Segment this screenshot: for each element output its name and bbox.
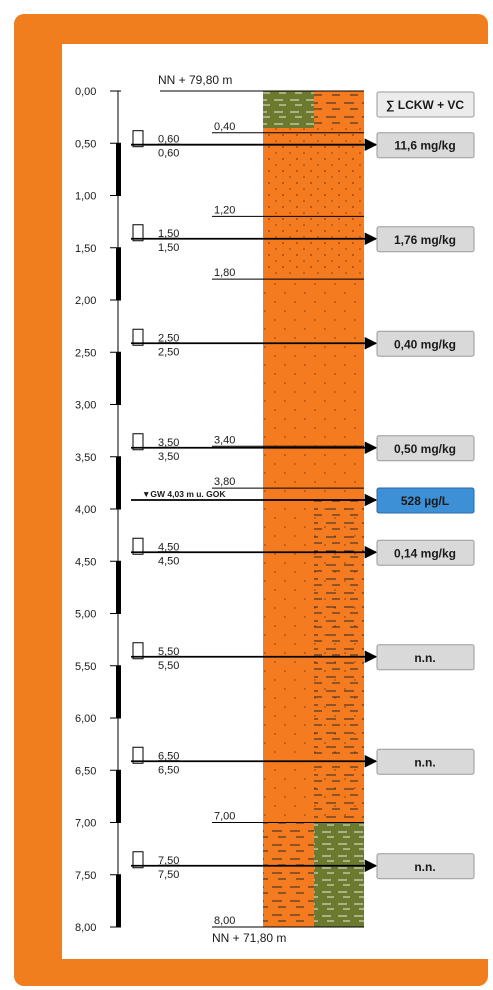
sample-top-depth: 4,50 [158, 541, 179, 553]
layer-boundaries: 0,40 1,20 1,80 3,40 3,80 7,00 8,00 [212, 121, 364, 928]
sample-result-box [376, 330, 475, 357]
sample-marker-icon [132, 328, 144, 346]
silt-pattern-gw [314, 500, 364, 823]
sample-marker-icon [132, 746, 144, 764]
sample-result: n.n. [414, 860, 435, 874]
sample-top-depth: 5,50 [158, 646, 179, 658]
sample-bottom-depth: 4,50 [158, 555, 179, 567]
groundwater-result-box [376, 487, 475, 514]
mixed-pattern-right [314, 91, 364, 128]
layer-boundary-label: 8,00 [214, 915, 235, 927]
topsoil-pattern-bottom [314, 823, 364, 927]
sample-result: 11,6 mg/kg [394, 139, 455, 153]
sample-bottom-depth: 7,50 [158, 869, 179, 881]
sample-result-box [376, 226, 475, 253]
sample-result-box [376, 435, 475, 462]
ruler-segment [116, 352, 121, 405]
groundwater-result: 528 µg/L [401, 494, 449, 508]
depth-tick-label: 2,00 [75, 295, 96, 307]
depth-tick-label: 4,00 [75, 504, 96, 516]
sample-bottom-depth: 6,50 [158, 764, 179, 776]
depth-tick-label: 3,00 [75, 400, 96, 412]
sample-result: 0,50 mg/kg [394, 442, 456, 456]
depth-tick-label: 4,50 [75, 556, 96, 568]
sample-top-depth: 0,60 [158, 134, 179, 146]
ruler-segment [116, 247, 121, 300]
sample-marker-icon [132, 433, 144, 451]
depth-tick-label: 5,50 [75, 661, 96, 673]
silt-pattern-left [263, 823, 314, 927]
sample-result-box [376, 539, 475, 566]
sample-bottom-depth: 1,50 [158, 242, 179, 254]
sample-result: 0,40 mg/kg [394, 337, 456, 351]
depth-tick-label: 3,50 [75, 452, 96, 464]
depth-tick-label: 6,50 [75, 765, 96, 777]
depth-tick-label: 1,50 [75, 243, 96, 255]
depth-tick-label: 6,00 [75, 713, 96, 725]
sample-top-depth: 2,50 [158, 332, 179, 344]
ruler-segment [116, 561, 121, 614]
depth-tick-label: 0,50 [75, 138, 96, 150]
depth-tick-label: 7,00 [75, 818, 96, 830]
sand-pattern-upper [263, 128, 364, 278]
sample-marker-icon [132, 642, 144, 660]
sample-markers: 0,60 0,60 11,6 mg/kg 1,50 1,50 1,76 mg/kg 2,50… [131, 130, 475, 881]
sample-marker-icon [132, 224, 144, 242]
sample-marker-icon [132, 851, 144, 869]
sample-marker-icon [132, 537, 144, 555]
sample-marker-icon [132, 130, 144, 148]
sample-top-depth: 6,50 [158, 750, 179, 762]
ruler-segment [116, 456, 121, 509]
topsoil-pattern-left [263, 91, 314, 128]
sample-bottom-depth: 0,60 [158, 148, 179, 160]
sample-result: n.n. [414, 651, 435, 665]
layer-boundary-label: 3,40 [214, 434, 235, 446]
layer-boundary-label: 1,80 [214, 267, 235, 279]
top-elevation-label: NN + 79,80 m [158, 73, 232, 87]
soil-column [263, 91, 364, 927]
sample-bottom-depth: 3,50 [158, 451, 179, 463]
groundwater-marker: ▼GW 4,03 m u. GOK 528 µg/L [131, 487, 475, 514]
result-heading: ∑ LCKW + VC [386, 98, 465, 112]
sample-top-depth: 7,50 [158, 855, 179, 867]
sample-bottom-depth: 2,50 [158, 346, 179, 358]
layer-boundary-label: 3,80 [214, 476, 235, 488]
sand-pattern-middle [263, 278, 364, 445]
depth-tick-label: 2,50 [75, 347, 96, 359]
sample-result: 0,14 mg/kg [394, 546, 456, 560]
layer-boundary-label: 0,40 [214, 121, 235, 133]
ruler-segment [116, 143, 121, 196]
sample-result-box [376, 644, 475, 671]
sample-top-depth: 1,50 [158, 228, 179, 240]
depth-ruler: 0,00 0,50 1,00 1,50 2,00 2,50 3,00 3,50 4,00 4,50… [75, 86, 121, 934]
layer-boundary-label: 7,00 [214, 811, 235, 823]
depth-tick-label: 1,00 [75, 191, 96, 203]
depth-tick-label: 8,00 [75, 922, 96, 934]
sample-result: 1,76 mg/kg [394, 233, 456, 247]
groundwater-label: ▼GW 4,03 m u. GOK [142, 489, 226, 499]
sample-result-box [376, 748, 475, 775]
ruler-segment [116, 665, 121, 718]
bottom-elevation-label: NN + 71,80 m [212, 931, 286, 945]
sample-result-box [376, 853, 475, 880]
ruler-segment [116, 874, 121, 927]
sample-bottom-depth: 5,50 [158, 660, 179, 672]
ruler-segment [116, 770, 121, 823]
result-heading-box [376, 91, 475, 118]
layer-boundary-label: 1,20 [214, 204, 235, 216]
depth-tick-label: 0,00 [75, 86, 96, 98]
sample-result: n.n. [414, 755, 435, 769]
sample-top-depth: 3,50 [158, 437, 179, 449]
depth-tick-label: 7,50 [75, 870, 96, 882]
depth-tick-label: 5,00 [75, 609, 96, 621]
sample-result-box [376, 132, 475, 159]
